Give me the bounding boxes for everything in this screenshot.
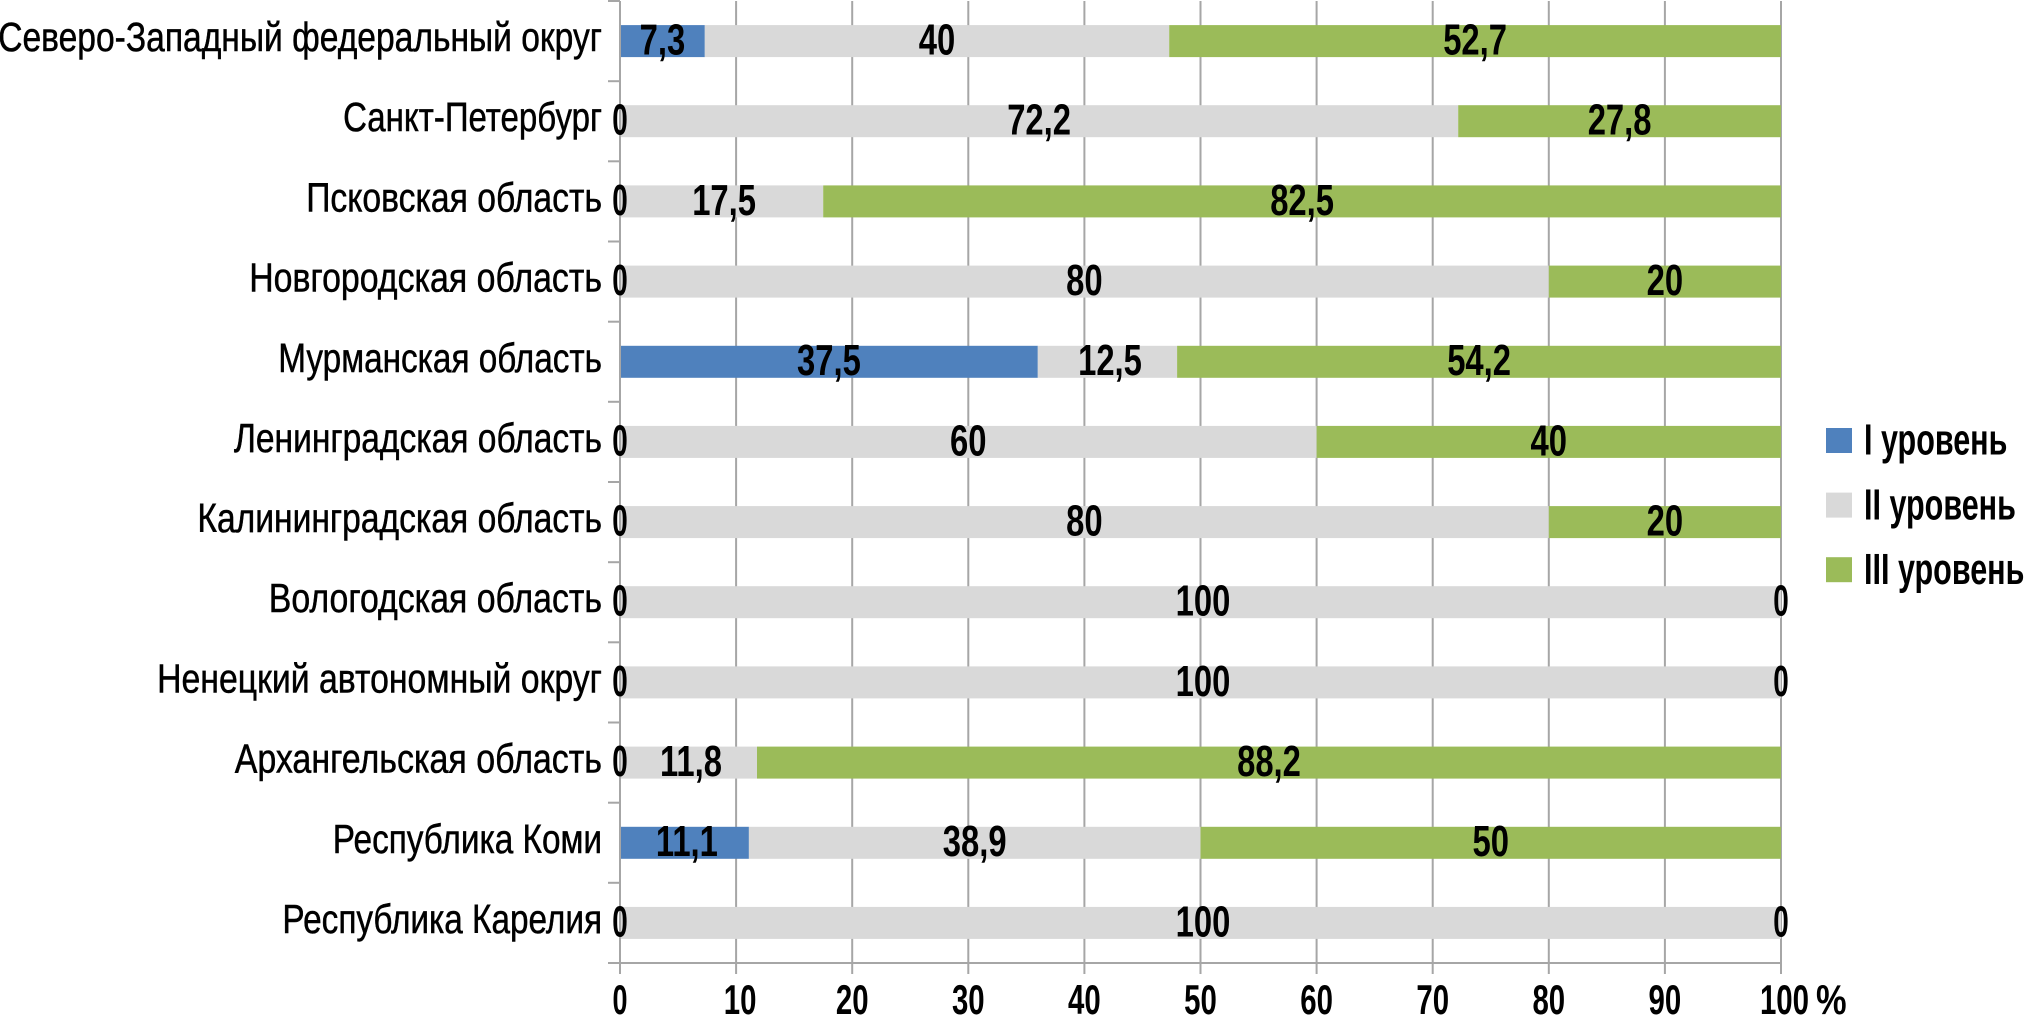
svg-text:0: 0 [612, 657, 628, 706]
svg-text:40: 40 [1531, 416, 1568, 465]
svg-text:10: 10 [724, 976, 757, 1023]
svg-text:12,5: 12,5 [1078, 336, 1142, 385]
svg-text:60: 60 [950, 416, 987, 465]
svg-text:0: 0 [612, 96, 628, 145]
svg-text:80: 80 [1066, 497, 1103, 546]
svg-text:0: 0 [613, 976, 628, 1023]
svg-text:70: 70 [1416, 976, 1449, 1023]
svg-text:52,7: 52,7 [1443, 16, 1507, 65]
svg-text:II уровень: II уровень [1864, 480, 2016, 529]
svg-text:0: 0 [612, 737, 628, 786]
svg-text:0: 0 [612, 497, 628, 546]
svg-text:80: 80 [1532, 976, 1565, 1023]
svg-text:20: 20 [1647, 256, 1684, 305]
svg-text:20: 20 [836, 976, 869, 1023]
svg-text:Республика Коми: Республика Коми [333, 816, 602, 862]
svg-text:Мурманская область: Мурманская область [278, 335, 602, 381]
svg-text:0: 0 [612, 897, 628, 946]
svg-text:30: 30 [952, 976, 985, 1023]
svg-text:Республика Карелия: Республика Карелия [282, 896, 602, 942]
svg-text:0: 0 [1773, 897, 1789, 946]
svg-text:Новгородская область: Новгородская область [249, 255, 602, 301]
svg-text:0: 0 [612, 176, 628, 225]
svg-text:Ленинградская область: Ленинградская область [234, 415, 602, 461]
svg-text:Санкт-Петербург: Санкт-Петербург [343, 94, 602, 140]
svg-text:7,3: 7,3 [640, 16, 686, 65]
svg-text:82,5: 82,5 [1270, 176, 1334, 225]
svg-text:27,8: 27,8 [1588, 96, 1652, 145]
svg-text:Архангельская область: Архангельская область [235, 736, 602, 782]
svg-text:50: 50 [1184, 976, 1217, 1023]
svg-text:50: 50 [1473, 817, 1510, 866]
svg-text:Вологодская область: Вологодская область [269, 575, 602, 621]
svg-text:0: 0 [1773, 577, 1789, 626]
svg-text:20: 20 [1647, 497, 1684, 546]
svg-text:100: 100 [1176, 657, 1231, 706]
svg-text:11,8: 11,8 [660, 737, 722, 786]
svg-text:Северо-Западный федеральный ок: Северо-Западный федеральный округ [0, 14, 602, 60]
svg-text:11,1: 11,1 [656, 817, 718, 866]
svg-text:17,5: 17,5 [692, 176, 756, 225]
svg-text:80: 80 [1066, 256, 1103, 305]
svg-text:%: % [1816, 976, 1847, 1023]
svg-text:100: 100 [1760, 976, 1809, 1023]
svg-text:Псковская область: Псковская область [306, 174, 602, 220]
svg-text:54,2: 54,2 [1447, 336, 1511, 385]
svg-text:0: 0 [612, 416, 628, 465]
svg-text:90: 90 [1649, 976, 1682, 1023]
svg-text:40: 40 [919, 16, 956, 65]
svg-text:0: 0 [1773, 657, 1789, 706]
svg-text:72,2: 72,2 [1007, 96, 1071, 145]
svg-text:III уровень: III уровень [1864, 545, 2024, 594]
svg-text:60: 60 [1300, 976, 1333, 1023]
svg-text:40: 40 [1068, 976, 1101, 1023]
svg-text:37,5: 37,5 [797, 336, 861, 385]
svg-text:100: 100 [1176, 577, 1231, 626]
svg-text:88,2: 88,2 [1237, 737, 1301, 786]
svg-text:I уровень: I уровень [1864, 416, 2007, 465]
svg-text:100: 100 [1176, 897, 1231, 946]
svg-text:Ненецкий автономный округ: Ненецкий автономный округ [157, 655, 602, 701]
svg-text:0: 0 [612, 256, 628, 305]
svg-text:Калининградская область: Калининградская область [197, 495, 602, 541]
svg-text:0: 0 [612, 577, 628, 626]
svg-text:38,9: 38,9 [943, 817, 1007, 866]
